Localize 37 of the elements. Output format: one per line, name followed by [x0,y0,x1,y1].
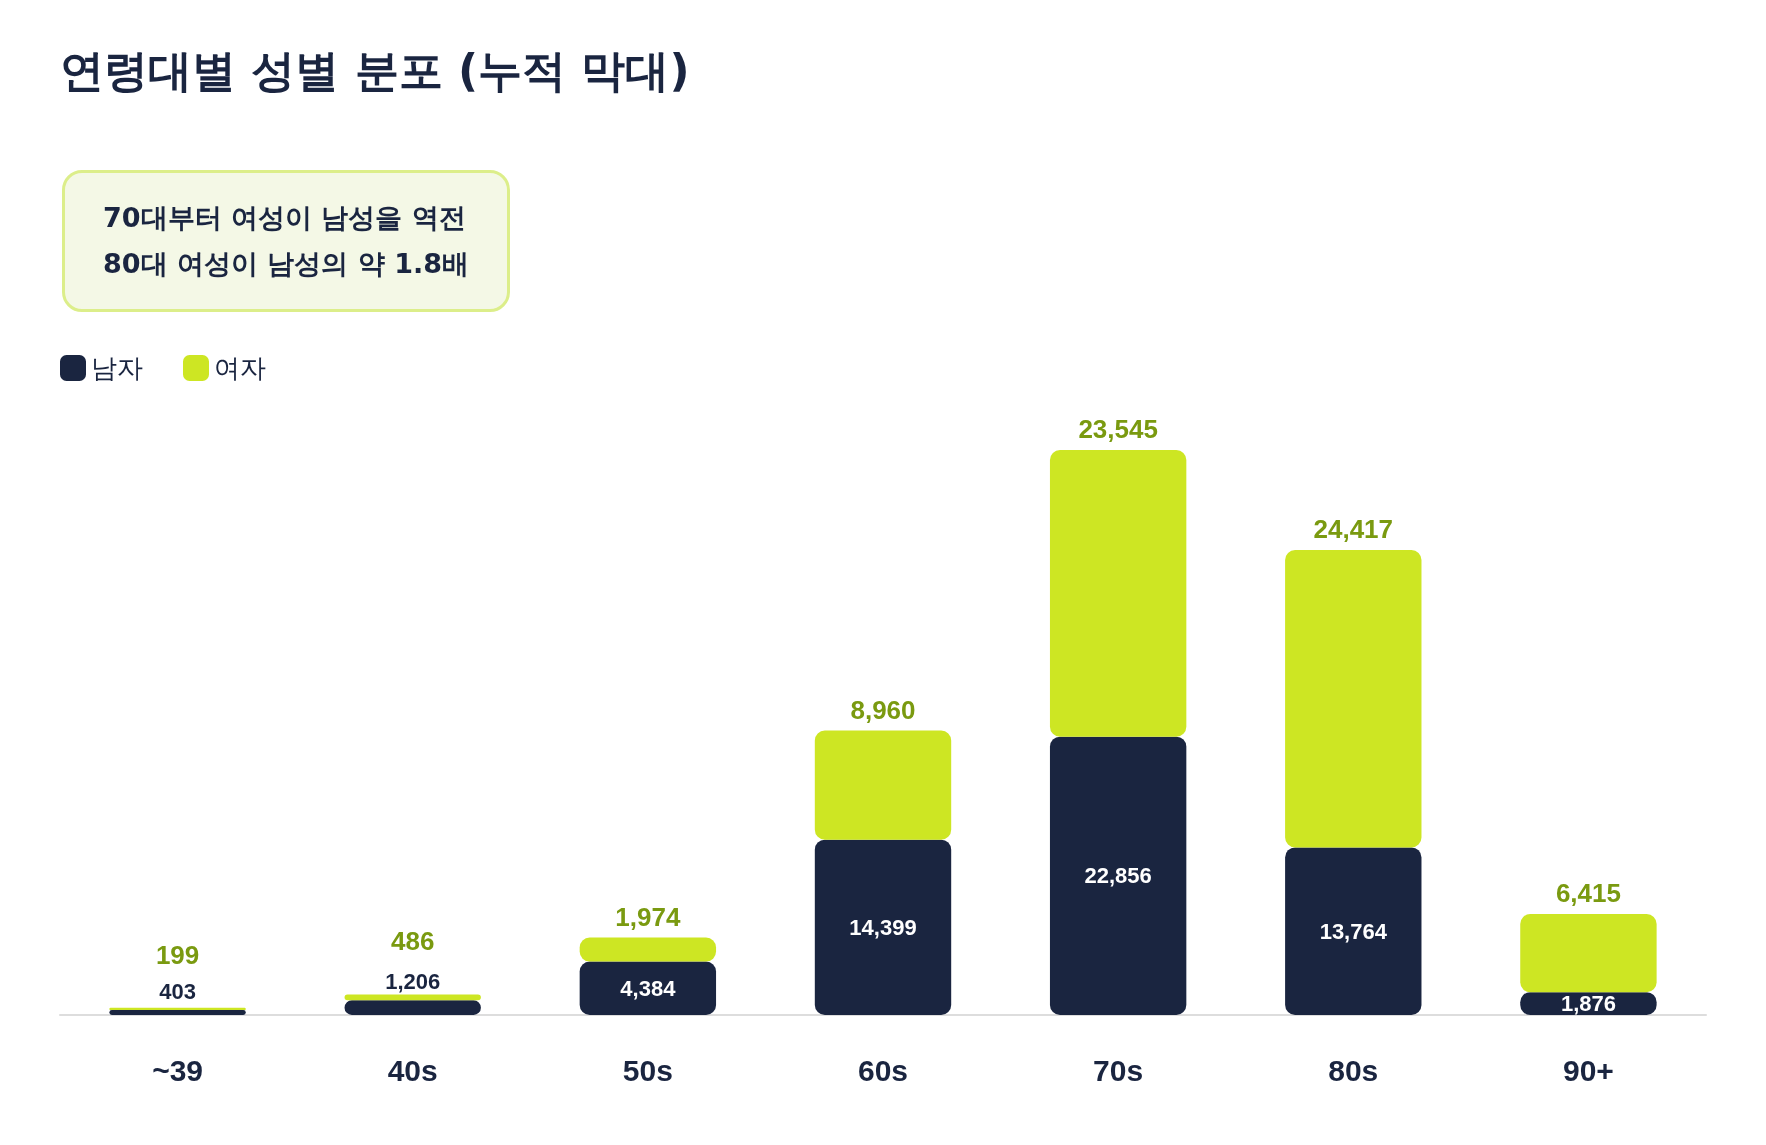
x-tick-label: 90+ [1562,1053,1614,1087]
data-label: 4,384 [620,975,677,1001]
x-tick-label: 70s [1093,1053,1144,1087]
data-label: 1,876 [1560,991,1616,1017]
bar [1049,450,1187,737]
bar [579,937,717,962]
data-label: 24,417 [1313,514,1394,545]
bar [814,730,952,840]
bar [814,839,952,1015]
x-tick-label: 40s [387,1053,438,1087]
data-label: 1,206 [385,968,441,994]
data-label: 486 [391,926,435,957]
x-tick-label: ~39 [152,1053,204,1087]
data-label: 22,856 [1084,863,1152,889]
text: 70대부터 여성이 남성을 역전 80대 여성이 남성의 약 1.8배 [62,170,511,312]
bar [1285,550,1422,848]
legend-label: 남자 [91,353,143,383]
legend-label: 여자 [214,353,266,383]
bar [1049,736,1187,1015]
chart-title: 연령대별 성별 분포 (누적 막대) [60,44,690,98]
bar [109,1010,246,1015]
bar [344,994,481,1001]
x-tick-label: 60s [857,1053,909,1087]
x-tick-label: 50s [622,1053,673,1087]
data-label: 13,764 [1319,918,1388,944]
data-label: 6,415 [1555,878,1621,909]
data-label: 8,960 [850,694,916,725]
data-label: 1,974 [615,901,681,932]
bar [579,961,717,1015]
bar [1520,914,1657,993]
data-label: 14,399 [849,914,917,940]
x-tick-label: 80s [1328,1053,1379,1087]
data-label: 403 [159,978,196,1004]
bar [344,1000,481,1015]
bar [1285,847,1422,1015]
data-label: 199 [155,939,200,970]
data-label: 23,545 [1078,414,1158,444]
